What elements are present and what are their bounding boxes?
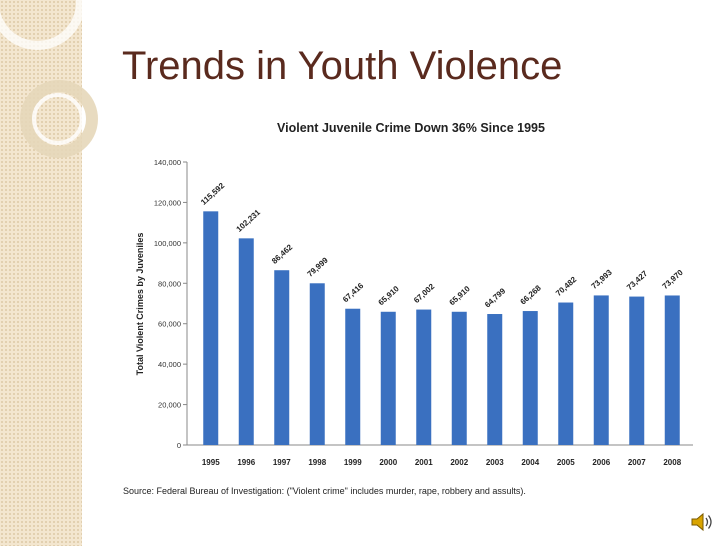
y-tick-label: 100,000 (154, 239, 181, 248)
bar (203, 211, 219, 445)
bar (238, 238, 254, 445)
bar (451, 311, 467, 445)
bar (664, 295, 680, 445)
bar-value-label: 67,416 (341, 281, 366, 304)
x-tick-label: 2002 (450, 458, 468, 467)
bars (203, 211, 680, 445)
x-tick-label: 1997 (273, 458, 291, 467)
y-tick-label: 0 (177, 441, 181, 450)
x-axis-tick-labels: 1995 1996 1997 1998 1999 2000 2001 2002 2003 2004… (202, 458, 682, 467)
y-tick-label: 120,000 (154, 198, 181, 207)
bar (309, 283, 325, 445)
y-axis: 0 20,000 40,000 60,000 80,000 100,000 120,000 1… (154, 158, 693, 450)
bar-value-label: 73,993 (590, 267, 615, 290)
x-tick-label: 2005 (557, 458, 575, 467)
x-tick-label: 2004 (521, 458, 539, 467)
bar (380, 311, 396, 445)
bar-value-label: 73,970 (661, 268, 686, 291)
bar (522, 311, 538, 445)
source-note: Source: Federal Bureau of Investigation:… (123, 486, 526, 496)
bar (558, 302, 574, 445)
y-tick-label: 40,000 (158, 360, 181, 369)
slide-title: Trends in Youth Violence (122, 44, 563, 88)
bar (593, 295, 609, 445)
y-tick-label: 20,000 (158, 401, 181, 410)
x-tick-label: 1999 (344, 458, 362, 467)
bar-value-label: 67,002 (412, 282, 437, 305)
x-tick-label: 1995 (202, 458, 220, 467)
bar-value-label: 73,427 (625, 269, 650, 292)
bar-value-label: 102,231 (235, 207, 263, 233)
decorative-ring (32, 93, 84, 145)
x-tick-label: 2006 (592, 458, 610, 467)
speaker-icon[interactable] (690, 512, 714, 532)
bar (416, 309, 432, 445)
decorative-sidebar (0, 0, 98, 546)
x-tick-label: 2008 (663, 458, 681, 467)
bar-value-label: 86,462 (270, 242, 295, 265)
x-tick-label: 1998 (308, 458, 326, 467)
bar-value-label: 79,999 (306, 255, 331, 278)
bar (629, 296, 645, 445)
x-tick-label: 2007 (628, 458, 646, 467)
x-tick-label: 1996 (237, 458, 255, 467)
y-tick-label: 60,000 (158, 320, 181, 329)
y-axis-label: Total Violent Crimes by Juveniles (135, 233, 145, 376)
bar-value-labels: 115,592 102,231 86,462 79,999 67,416 65,910 67… (199, 181, 685, 310)
x-tick-label: 2000 (379, 458, 397, 467)
y-tick-label: 140,000 (154, 158, 181, 167)
bar (345, 308, 361, 445)
bar-value-label: 66,268 (519, 283, 544, 306)
bar-value-label: 65,910 (448, 284, 473, 307)
x-tick-label: 2001 (415, 458, 433, 467)
bar-value-label: 64,799 (483, 286, 508, 309)
y-tick-label: 80,000 (158, 279, 181, 288)
chart-title: Violent Juvenile Crime Down 36% Since 19… (277, 121, 545, 135)
bar-value-label: 70,482 (554, 275, 579, 298)
x-tick-label: 2003 (486, 458, 504, 467)
bar-value-label: 115,592 (199, 181, 227, 207)
bar-value-label: 65,910 (377, 284, 402, 307)
bar (274, 270, 290, 445)
bar (487, 314, 503, 445)
